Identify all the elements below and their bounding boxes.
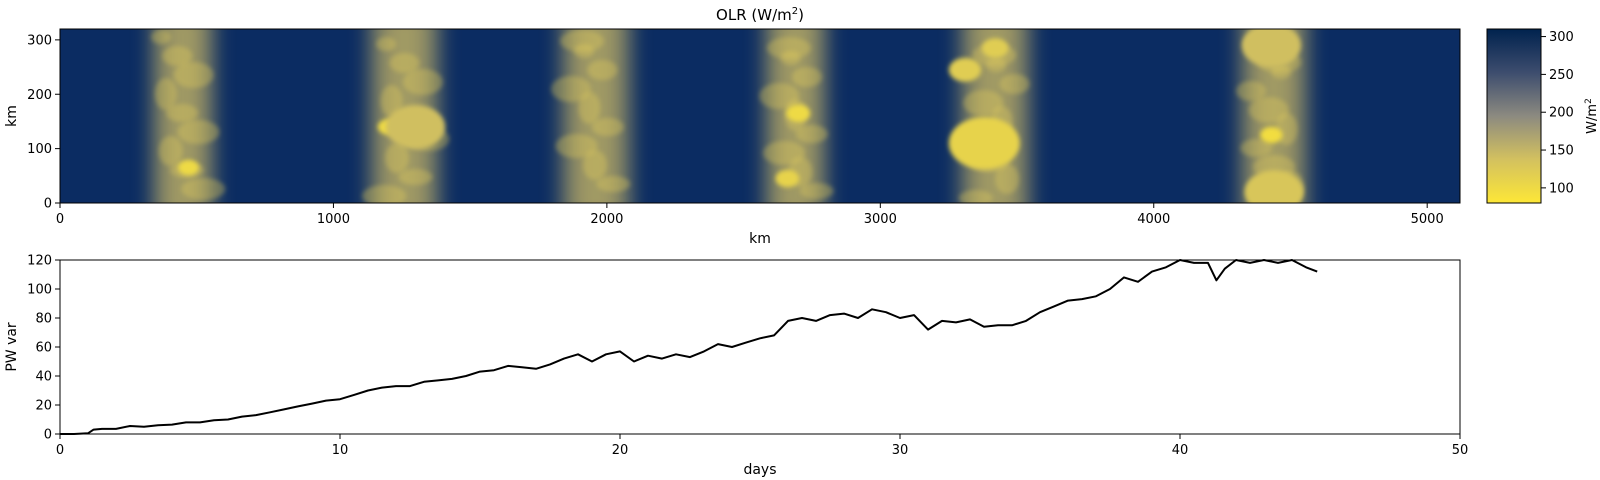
y-tick-label: 100 [27,142,52,157]
pw-x-axis-label: days [743,462,776,478]
pw-var-line [60,259,1318,435]
olr-title: OLR (W/m2) [716,6,804,24]
bright-cell [948,117,1020,170]
y-tick-label: 100 [27,283,52,298]
olr-x-axis-label: km [749,231,771,247]
colorbar-label: W/m2 [1584,98,1600,134]
convective-band [954,29,1031,203]
olr-field [151,29,1309,203]
bright-cell [1260,126,1283,144]
colorbar-tick-label: 250 [1549,68,1574,83]
y-tick-label: 80 [35,312,52,327]
x-tick-label: 50 [1452,443,1469,458]
pw-y-axis-label: PW var [4,322,20,372]
olr-background [60,29,1460,203]
x-tick-label: 0 [56,212,64,227]
x-tick-label: 2000 [590,212,623,227]
x-tick-label: 30 [892,443,909,458]
convective-band [759,29,834,203]
colorbar-tick-label: 300 [1549,30,1574,45]
olr-x-ticks: 0 1000 2000 3000 4000 5000 [56,203,1444,227]
y-tick-label: 0 [44,197,52,212]
x-tick-label: 4000 [1137,212,1170,227]
pw-axes-frame [59,259,1461,435]
colorbar-tick-label: 100 [1549,181,1574,196]
y-tick-label: 120 [27,254,52,269]
colorbar-tick-label: 150 [1549,144,1574,159]
bright-cell [786,104,811,122]
olr-axes-frame [59,28,1461,204]
colorbar-gradient [1486,28,1542,204]
x-tick-label: 10 [332,443,349,458]
olr-colorbar: 100 150 200 250 300 W/m2 [1486,28,1600,204]
convective-band [551,29,632,203]
pw-panel: 0 10 20 30 40 50 0 20 40 60 80 100 120 days PW var [4,254,1468,479]
pw-y-ticks: 0 20 40 60 80 100 120 [27,254,60,443]
bright-cell [948,57,982,82]
x-tick-label: 5000 [1411,212,1444,227]
y-tick-label: 20 [35,399,52,414]
bright-cell [981,38,1009,58]
y-tick-label: 0 [44,428,52,443]
bright-cell [178,160,199,176]
pw-x-ticks: 0 10 20 30 40 50 [56,434,1468,458]
bright-cell [385,105,445,149]
colorbar-tick-label: 200 [1549,106,1574,121]
bright-cell [1241,29,1301,68]
bright-cell [775,169,800,188]
x-tick-label: 3000 [864,212,897,227]
olr-panel: OLR (W/m2) 0 1000 2000 3000 4000 5000 0 100 200… [4,6,1461,247]
x-tick-label: 0 [56,443,64,458]
x-tick-label: 20 [612,443,629,458]
y-tick-label: 200 [27,88,52,103]
x-tick-label: 1000 [317,212,350,227]
y-tick-label: 300 [27,33,52,48]
bright-cell [1244,170,1304,203]
colorbar-ticks: 100 150 200 250 300 [1541,30,1574,196]
olr-y-axis-label: km [4,105,20,127]
olr-y-ticks: 0 100 200 300 [27,33,60,212]
x-tick-label: 40 [1172,443,1189,458]
y-tick-label: 40 [35,370,52,385]
y-tick-label: 60 [35,341,52,356]
convective-band [151,29,226,203]
